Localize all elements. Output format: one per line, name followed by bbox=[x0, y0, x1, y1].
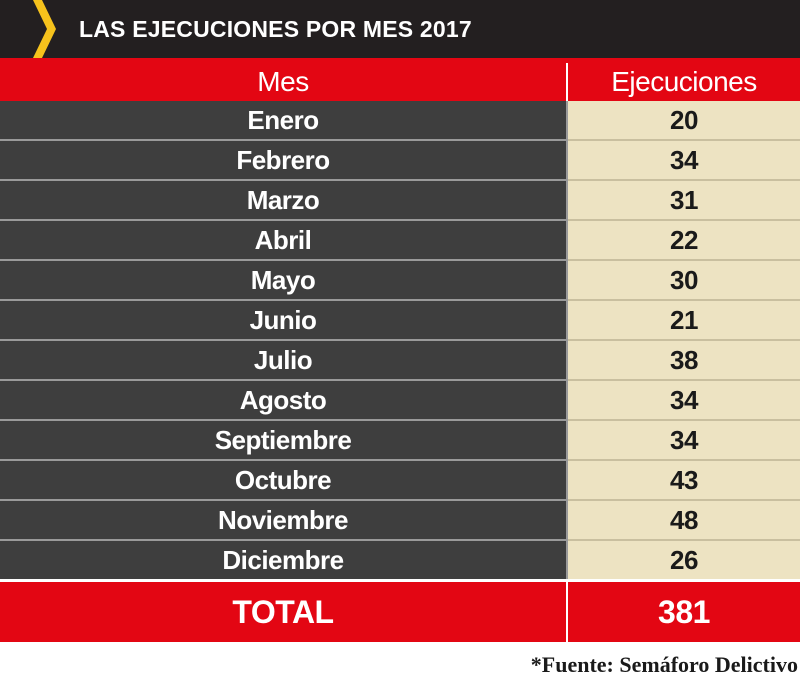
table-row: Agosto 34 bbox=[0, 379, 800, 420]
table-row: Junio 21 bbox=[0, 299, 800, 340]
month-cell: Agosto bbox=[0, 379, 567, 420]
executions-table: Mes Ejecuciones Enero 20 Febrero 34 Marzo 31 A… bbox=[0, 63, 800, 642]
table-row: Enero 20 bbox=[0, 101, 800, 140]
table-row: Diciembre 26 bbox=[0, 539, 800, 581]
executions-cell: 43 bbox=[566, 459, 800, 500]
table-row: Septiembre 34 bbox=[0, 419, 800, 460]
total-label: TOTAL bbox=[0, 579, 567, 642]
table-row: Marzo 31 bbox=[0, 179, 800, 220]
month-cell: Enero bbox=[0, 101, 567, 140]
executions-cell: 21 bbox=[566, 299, 800, 340]
table-row: Julio 38 bbox=[0, 339, 800, 380]
table-row: Noviembre 48 bbox=[0, 499, 800, 540]
table-row: Febrero 34 bbox=[0, 139, 800, 180]
executions-cell: 38 bbox=[566, 339, 800, 380]
source-note: *Fuente: Semáforo Delictivo bbox=[530, 652, 798, 677]
executions-cell: 20 bbox=[566, 101, 800, 140]
month-cell: Diciembre bbox=[0, 539, 567, 581]
total-row: TOTAL 381 bbox=[0, 579, 800, 642]
month-cell: Marzo bbox=[0, 179, 567, 220]
table-row: Abril 22 bbox=[0, 219, 800, 260]
executions-cell: 26 bbox=[566, 539, 800, 581]
month-cell: Febrero bbox=[0, 139, 567, 180]
table-row: Mayo 30 bbox=[0, 259, 800, 300]
chevron-icon bbox=[33, 0, 56, 58]
column-header-executions: Ejecuciones bbox=[566, 63, 800, 101]
month-cell: Julio bbox=[0, 339, 567, 380]
executions-cell: 34 bbox=[566, 419, 800, 460]
column-header-month: Mes bbox=[0, 63, 567, 101]
executions-cell: 22 bbox=[566, 219, 800, 260]
title-divider bbox=[0, 58, 800, 63]
month-cell: Mayo bbox=[0, 259, 567, 300]
month-cell: Junio bbox=[0, 299, 567, 340]
table-header-row: Mes Ejecuciones bbox=[0, 63, 800, 101]
title-bar: LAS EJECUCIONES POR MES 2017 bbox=[0, 0, 800, 58]
month-cell: Septiembre bbox=[0, 419, 567, 460]
executions-cell: 31 bbox=[566, 179, 800, 220]
executions-cell: 30 bbox=[566, 259, 800, 300]
executions-cell: 48 bbox=[566, 499, 800, 540]
table-row: Octubre 43 bbox=[0, 459, 800, 500]
month-cell: Abril bbox=[0, 219, 567, 260]
month-cell: Octubre bbox=[0, 459, 567, 500]
executions-cell: 34 bbox=[566, 379, 800, 420]
total-value: 381 bbox=[566, 579, 800, 642]
page-title: LAS EJECUCIONES POR MES 2017 bbox=[79, 16, 472, 42]
executions-cell: 34 bbox=[566, 139, 800, 180]
month-cell: Noviembre bbox=[0, 499, 567, 540]
